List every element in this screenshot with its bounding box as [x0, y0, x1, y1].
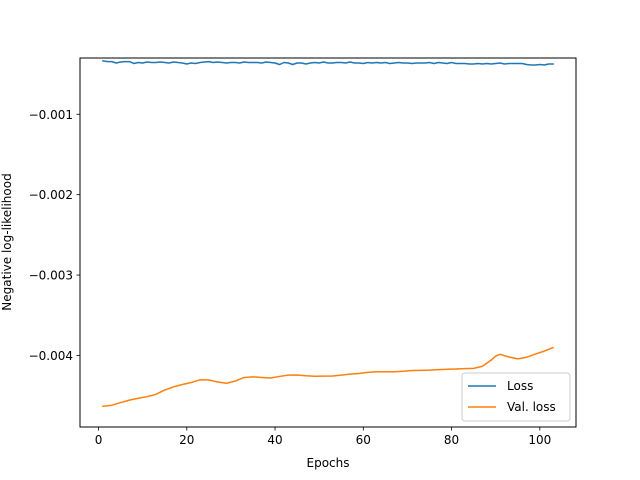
axes-layer: [79, 57, 577, 428]
x-tick-label: 80: [444, 433, 459, 447]
legend-label-val-loss: Val. loss: [507, 400, 556, 414]
series-line-val-loss: [102, 346, 555, 408]
legend-label-loss: Loss: [507, 379, 533, 393]
y-tick-label: −0.001: [29, 108, 73, 122]
plot-area: [80, 58, 576, 427]
legend-box: [461, 372, 571, 422]
x-tick-label: 0: [95, 433, 103, 447]
x-tick-label: 20: [179, 433, 194, 447]
y-tick-label: −0.002: [29, 188, 73, 202]
plot-frame: [79, 57, 577, 428]
series-line-loss: [102, 60, 554, 66]
y-axis-label: Negative log-likelihood: [0, 173, 14, 310]
y-tick-label: −0.004: [29, 349, 73, 363]
legend: Loss Val. loss: [461, 372, 571, 422]
x-axis-label: Epochs: [307, 456, 350, 470]
ticks-layer: 0 20 40 60 80 100 −0.001 −0.002 −0.003 −0.004: [29, 108, 552, 447]
y-tick-label: −0.003: [29, 269, 73, 283]
x-tick-label: 40: [267, 433, 282, 447]
series-layer: [102, 60, 555, 408]
x-tick-label: 100: [528, 433, 551, 447]
x-tick-label: 60: [356, 433, 371, 447]
